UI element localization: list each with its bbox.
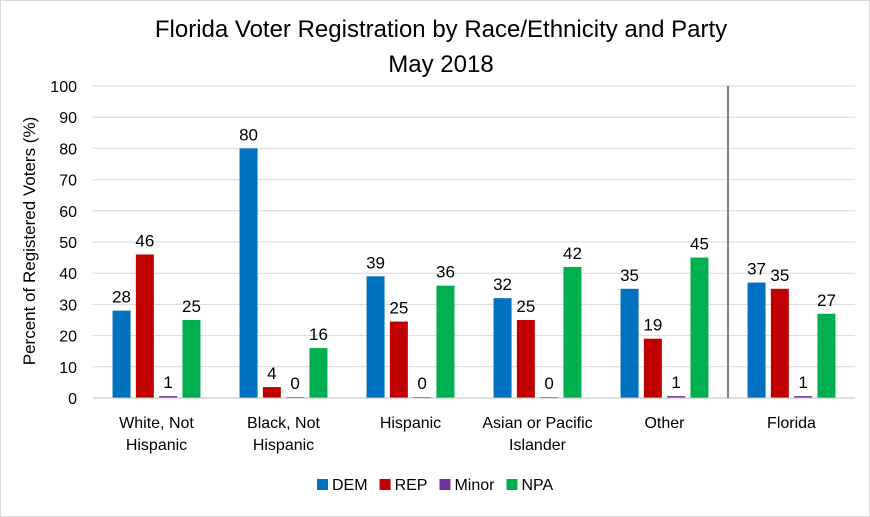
- legend: DEM REP Minor NPA: [317, 477, 554, 494]
- data-label: 25: [516, 297, 535, 316]
- bar-npa: [690, 257, 709, 398]
- data-label: 0: [290, 374, 299, 393]
- legend-label-npa: NPA: [521, 477, 553, 494]
- bar-dem: [493, 298, 512, 398]
- bar-minor: [794, 396, 813, 398]
- bar-dem: [239, 148, 258, 398]
- y-tick-label: 10: [59, 360, 77, 377]
- data-label: 1: [163, 373, 172, 392]
- data-label: 1: [798, 373, 807, 392]
- chart-subtitle: May 2018: [388, 51, 493, 78]
- data-label: 28: [112, 288, 131, 307]
- data-label: 35: [620, 266, 639, 285]
- data-label: 37: [747, 260, 766, 279]
- y-tick-label: 70: [59, 173, 77, 190]
- data-label: 25: [389, 299, 408, 318]
- data-label: 25: [182, 297, 201, 316]
- bar-minor: [159, 396, 178, 398]
- bar-rep: [389, 321, 408, 398]
- data-label: 39: [366, 253, 385, 272]
- data-label: 19: [643, 316, 662, 335]
- bar-rep: [643, 338, 662, 398]
- chart-title: Florida Voter Registration by Race/Ethni…: [155, 16, 727, 43]
- data-label: 0: [544, 374, 553, 393]
- y-tick-label: 30: [59, 297, 77, 314]
- y-axis-label: Percent of Registered Voters (%): [20, 117, 39, 366]
- bar-npa: [436, 285, 455, 398]
- y-tick-label: 20: [59, 329, 77, 346]
- data-label: 35: [770, 266, 789, 285]
- y-tick-label: 60: [59, 204, 77, 221]
- data-label: 36: [436, 263, 455, 282]
- bar-dem: [747, 282, 766, 398]
- y-tick-label: 100: [50, 79, 77, 96]
- data-label: 42: [563, 244, 582, 263]
- bar-rep: [135, 254, 154, 398]
- data-label: 4: [267, 364, 276, 383]
- bar-npa: [563, 266, 582, 398]
- x-tick-label: Other: [644, 415, 685, 432]
- bar-dem: [620, 288, 639, 398]
- bar-rep: [770, 288, 789, 398]
- bar-npa: [182, 320, 201, 398]
- legend-swatch-npa: [506, 479, 518, 490]
- data-label: 80: [239, 125, 258, 144]
- data-label: 27: [817, 291, 836, 310]
- bars: [112, 148, 836, 398]
- legend-swatch-rep: [379, 479, 391, 490]
- x-tick-label: Hispanic: [380, 415, 441, 432]
- x-tick-label: Hispanic: [126, 437, 187, 454]
- data-label: 46: [135, 231, 154, 250]
- legend-label-minor: Minor: [454, 477, 495, 494]
- bar-dem: [366, 276, 385, 398]
- x-tick-label: Florida: [767, 415, 816, 432]
- bar-rep: [262, 387, 281, 398]
- gridlines: [93, 85, 855, 399]
- y-tick-label: 80: [59, 141, 77, 158]
- data-label: 0: [417, 374, 426, 393]
- bar-npa: [817, 313, 836, 398]
- data-label: 32: [493, 275, 512, 294]
- x-tick-label: Hispanic: [253, 437, 314, 454]
- data-label: 1: [671, 373, 680, 392]
- legend-swatch-minor: [439, 479, 451, 490]
- x-tick-label: Islander: [509, 437, 567, 454]
- x-tick-label: Asian or Pacific: [482, 415, 592, 432]
- x-tick-label: White, Not: [119, 415, 194, 432]
- bar-dem: [112, 310, 131, 398]
- x-tick-label: Black, Not: [247, 415, 320, 432]
- data-label: 16: [309, 325, 328, 344]
- legend-swatch-dem: [317, 479, 328, 490]
- y-tick-label: 90: [59, 110, 77, 127]
- bar-npa: [309, 348, 328, 398]
- data-label: 45: [690, 235, 709, 254]
- y-tick-label: 40: [59, 266, 77, 283]
- y-tick-label: 50: [59, 235, 77, 252]
- legend-label-rep: REP: [395, 477, 428, 494]
- bar-rep: [516, 320, 535, 398]
- legend-label-dem: DEM: [332, 477, 368, 494]
- y-tick-label: 0: [68, 391, 77, 408]
- bar-minor: [667, 396, 686, 398]
